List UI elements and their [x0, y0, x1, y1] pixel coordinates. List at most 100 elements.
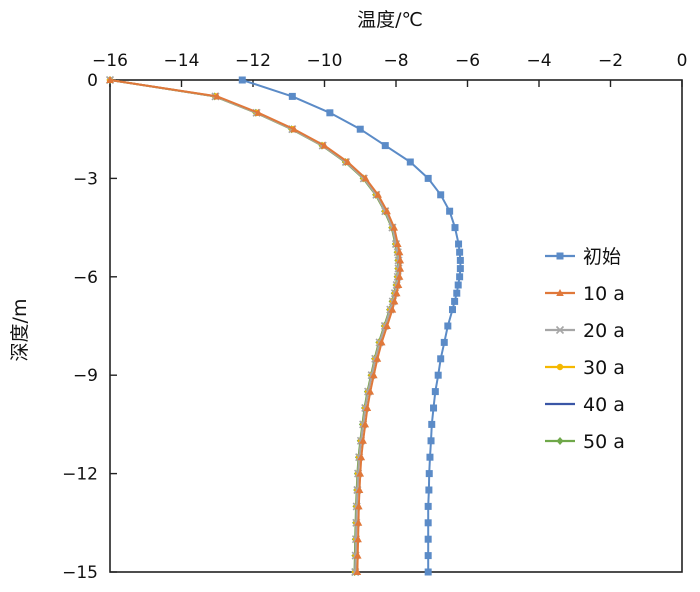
data-point	[343, 158, 352, 165]
data-point	[424, 519, 432, 527]
data-point	[373, 354, 382, 362]
data-point	[390, 223, 399, 231]
legend-label: 初始	[583, 246, 621, 268]
legend-item: 20 a	[545, 320, 625, 342]
data-point	[106, 76, 114, 83]
legend-item: 40 a	[545, 394, 625, 416]
data-point	[370, 371, 378, 379]
data-point	[427, 437, 435, 445]
data-point	[453, 289, 461, 297]
legend-label: 10 a	[583, 283, 625, 305]
data-point	[326, 109, 334, 117]
data-point	[424, 535, 432, 543]
series-1	[238, 76, 464, 576]
data-point	[451, 224, 459, 232]
data-point	[456, 273, 464, 281]
data-point	[440, 338, 448, 346]
data-point	[455, 240, 463, 248]
data-point	[396, 256, 405, 264]
data-point	[395, 248, 404, 256]
legend-swatch-marker	[555, 325, 565, 335]
data-point	[383, 207, 391, 215]
data-point	[361, 174, 370, 182]
data-point	[320, 141, 329, 149]
y-tick-label: 0	[87, 71, 98, 91]
data-point	[437, 355, 445, 363]
legend-swatch-marker	[556, 437, 564, 445]
data-series	[105, 75, 464, 577]
data-point	[377, 338, 386, 346]
data-point	[356, 125, 364, 133]
x-tick-label: −8	[383, 51, 408, 71]
data-point	[394, 281, 403, 288]
data-point	[428, 420, 436, 428]
data-point	[354, 518, 363, 526]
data-point	[254, 108, 263, 116]
legend-label: 30 a	[583, 357, 625, 379]
x-tick-label: −6	[455, 51, 480, 71]
legend-label: 50 a	[583, 431, 625, 453]
data-point	[356, 469, 365, 477]
data-point	[434, 371, 442, 379]
data-point	[393, 240, 402, 247]
data-point	[431, 388, 439, 396]
data-point	[374, 190, 382, 198]
y-axis-title: 深度/m	[9, 299, 31, 362]
data-point	[383, 322, 391, 329]
x-tick-label: −10	[307, 51, 343, 71]
data-point	[456, 248, 464, 256]
axes: −16 −14 −12 −10 −8 −6 −4 −2 0 0 −3 −6 −9 −12 −15	[62, 51, 687, 583]
data-point	[446, 207, 454, 215]
x-tick-label: −16	[92, 51, 128, 71]
data-point	[288, 92, 296, 100]
data-point	[448, 306, 456, 314]
legend-item: 30 a	[545, 357, 625, 379]
data-point	[425, 470, 433, 478]
legend-label: 20 a	[583, 320, 625, 342]
data-point	[437, 191, 445, 199]
data-point	[388, 305, 397, 313]
data-point	[359, 436, 367, 444]
data-point	[424, 502, 432, 510]
data-point	[451, 297, 459, 305]
data-point	[361, 420, 370, 428]
data-point	[430, 404, 438, 412]
legend-item: 50 a	[545, 431, 625, 453]
data-point	[238, 76, 246, 84]
x-tick-label: 0	[677, 51, 688, 71]
y-tick-label: −3	[73, 169, 98, 189]
legend: 初始 10 a 20 a 30 a 40 a 50 a	[545, 246, 625, 453]
data-point	[406, 158, 414, 166]
data-point	[395, 272, 404, 280]
legend-swatch-marker	[556, 289, 564, 296]
data-point	[456, 265, 464, 273]
data-point	[392, 289, 401, 297]
data-point	[396, 264, 405, 272]
x-tick-label: −4	[526, 51, 551, 71]
legend-item: 初始	[545, 246, 621, 268]
data-point	[454, 281, 462, 289]
data-point	[213, 92, 222, 100]
data-point	[425, 486, 433, 494]
data-point	[390, 297, 399, 305]
data-point	[355, 486, 364, 493]
series-2	[106, 76, 405, 575]
data-point	[366, 387, 375, 395]
data-point	[353, 551, 362, 559]
data-point	[381, 142, 389, 150]
x-tick-label: −2	[598, 51, 623, 71]
data-point	[444, 322, 452, 330]
x-axis-title: 温度/℃	[357, 9, 423, 31]
x-tick-label: −14	[164, 51, 200, 71]
data-point	[424, 552, 432, 560]
data-point	[355, 502, 363, 510]
legend-swatch-marker	[556, 252, 564, 260]
legend-swatch-marker	[556, 363, 564, 371]
legend-item: 10 a	[545, 283, 625, 305]
data-point	[290, 125, 298, 133]
data-point	[424, 174, 432, 182]
y-tick-label: −9	[73, 366, 98, 386]
data-point	[354, 535, 362, 543]
